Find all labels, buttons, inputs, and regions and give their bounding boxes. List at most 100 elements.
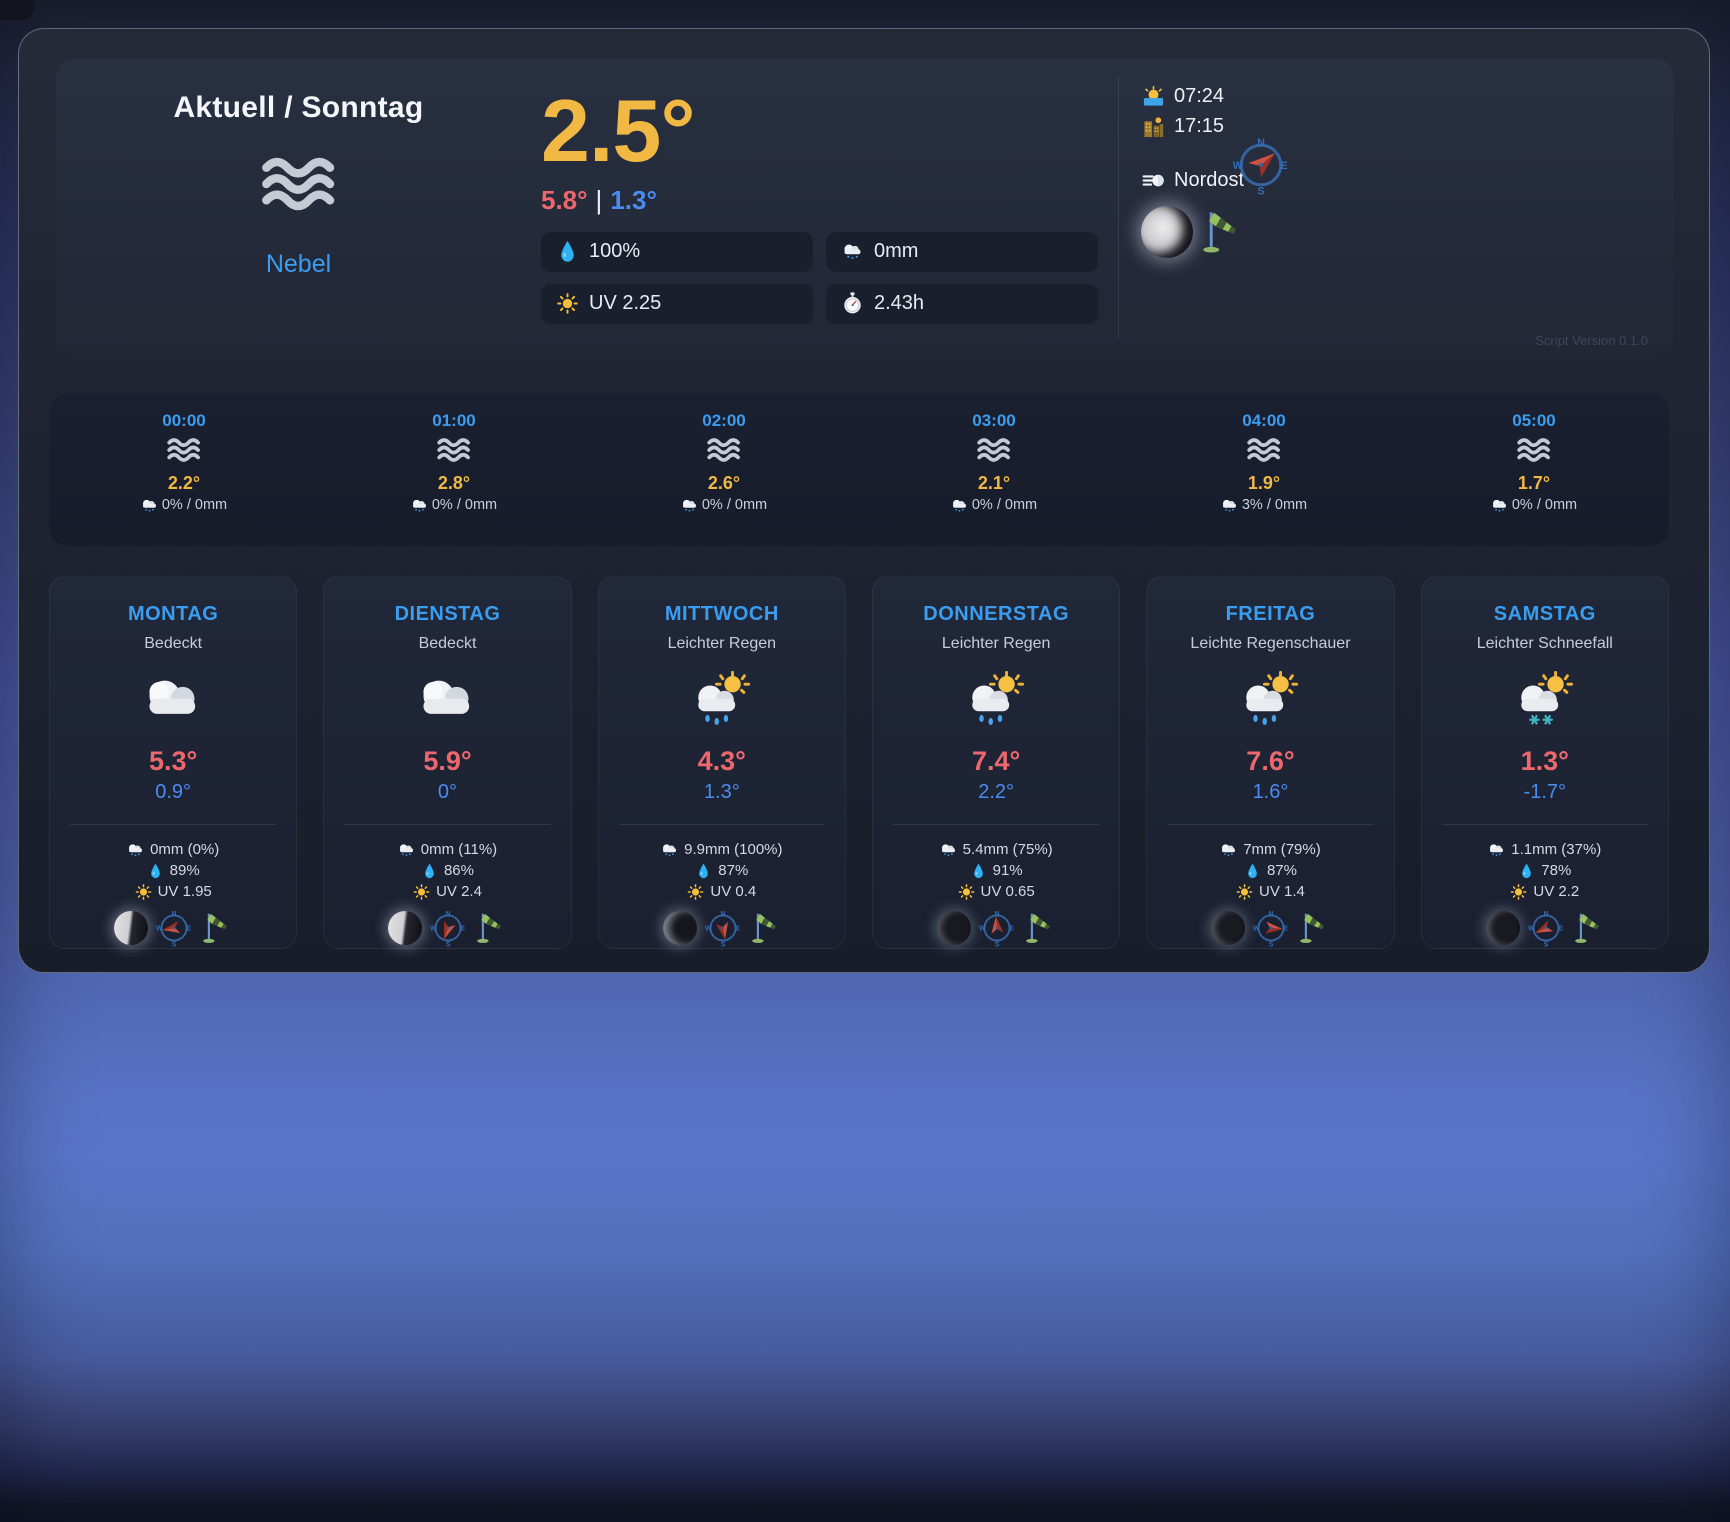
svg-text:N: N bbox=[995, 911, 1000, 918]
day-details: 1.1mm (37%) 78% UV 2.2 bbox=[1422, 839, 1668, 902]
day-condition: Bedeckt bbox=[418, 635, 477, 652]
astro-column: 07:24 17:15 Nordost N E S W bbox=[1119, 59, 1674, 356]
day-low-temperature: 1.3° bbox=[703, 781, 740, 803]
humidity-value: 100% bbox=[589, 240, 641, 263]
svg-text:W: W bbox=[705, 926, 712, 933]
wind-direction-label: Nordost bbox=[1174, 169, 1245, 191]
waning-crescent-moon-icon bbox=[662, 911, 697, 945]
hour-precipitation: 0% / 0mm bbox=[589, 497, 859, 513]
droplet-icon bbox=[695, 863, 712, 879]
svg-text:N: N bbox=[1257, 137, 1265, 149]
fog-icon bbox=[1244, 436, 1284, 464]
day-humidity-row: 87% bbox=[599, 860, 845, 881]
hourly-forecast-card: 00:00 2.2° 0% / 0mm 01:00 2.8° 0% / 0mm … bbox=[49, 393, 1669, 546]
day-forecast-card-montag: MONTAG Bedeckt 5.3° 0.9° 0mm (0%) 89% bbox=[49, 576, 298, 949]
day-astro-row: N E S W bbox=[873, 909, 1119, 947]
day-precipitation-row: 0mm (11%) bbox=[324, 839, 570, 860]
fog-icon bbox=[704, 436, 744, 464]
current-temp-column: 2.5° 5.8° | 1.3° 100% 0mm bbox=[541, 59, 1118, 356]
card-divider bbox=[618, 824, 825, 825]
uv-value: UV 2.25 bbox=[589, 292, 662, 315]
day-details: 7mm (79%) 87% UV 1.4 bbox=[1147, 839, 1393, 902]
rain-cloud-icon bbox=[1488, 842, 1505, 858]
svg-text:E: E bbox=[461, 926, 466, 933]
day-uv-value: UV 2.2 bbox=[1533, 883, 1580, 900]
day-uv-value: UV 1.95 bbox=[157, 883, 212, 900]
day-uv-value: UV 2.4 bbox=[436, 883, 482, 900]
fog-icon bbox=[255, 153, 343, 215]
day-condition: Leichter Regen bbox=[667, 635, 777, 652]
moon-phase-icon bbox=[1141, 206, 1193, 258]
current-weather-card: Aktuell / Sonntag Nebel 2.5° 5.8° | 1.3° 1… bbox=[56, 59, 1674, 356]
sun-rain-cloud-icon bbox=[1234, 671, 1306, 729]
svg-text:E: E bbox=[187, 926, 192, 933]
svg-text:W: W bbox=[1233, 160, 1244, 172]
windsock-icon bbox=[1023, 910, 1055, 946]
hour-precipitation-value: 0% / 0mm bbox=[431, 497, 498, 513]
day-humidity-row: 91% bbox=[873, 860, 1119, 881]
day-uv-value: UV 1.4 bbox=[1259, 883, 1305, 900]
day-humidity-value: 89% bbox=[169, 862, 200, 879]
sun-icon bbox=[687, 883, 704, 900]
hourly-column: 03:00 2.1° 0% / 0mm bbox=[859, 393, 1129, 546]
rain-cloud-icon bbox=[1221, 498, 1238, 513]
droplet-icon bbox=[147, 863, 164, 879]
day-precipitation-value: 0mm (0%) bbox=[150, 841, 220, 858]
sunset-icon bbox=[1142, 115, 1165, 138]
svg-text:S: S bbox=[995, 942, 1000, 947]
droplet-icon bbox=[1244, 863, 1261, 879]
new-moon-moon-icon bbox=[1211, 911, 1246, 945]
humidity-stat: 100% bbox=[541, 231, 813, 272]
rain-cloud-icon bbox=[951, 498, 968, 513]
last-quarter-moon-icon bbox=[114, 911, 149, 945]
svg-text:S: S bbox=[446, 942, 451, 947]
hour-label: 05:00 bbox=[1512, 411, 1556, 430]
last-quarter-moon-icon bbox=[388, 911, 423, 945]
svg-text:W: W bbox=[156, 926, 163, 933]
high-low-temperatures: 5.8° | 1.3° bbox=[541, 185, 1118, 216]
droplet-icon bbox=[970, 863, 987, 879]
weather-dashboard: Aktuell / Sonntag Nebel 2.5° 5.8° | 1.3° 1… bbox=[18, 28, 1710, 973]
rain-cloud-icon bbox=[398, 842, 415, 858]
sun-snow-cloud-icon bbox=[1509, 671, 1581, 729]
new-moon-moon-icon bbox=[937, 911, 972, 945]
hour-label: 01:00 bbox=[432, 411, 476, 430]
windsock-icon bbox=[749, 910, 781, 946]
day-name: DIENSTAG bbox=[394, 603, 501, 625]
day-forecast-card-samstag: SAMSTAG Leichter Schneefall 1.3° -1.7° 1… bbox=[1420, 576, 1669, 949]
day-uv-row: UV 1.4 bbox=[1147, 881, 1393, 902]
sunset-row: 17:15 bbox=[1142, 115, 1224, 138]
day-details: 9.9mm (100%) 87% UV 0.4 bbox=[599, 839, 845, 902]
windsock-icon bbox=[1199, 207, 1243, 257]
day-humidity-row: 89% bbox=[50, 860, 296, 881]
stopwatch-icon bbox=[842, 292, 863, 315]
windsock-icon bbox=[474, 910, 506, 946]
rain-cloud-icon bbox=[141, 498, 158, 513]
sunrise-row: 07:24 bbox=[1142, 85, 1224, 108]
day-uv-row: UV 0.65 bbox=[873, 881, 1119, 902]
hour-label: 04:00 bbox=[1242, 411, 1286, 430]
hour-precipitation: 0% / 0mm bbox=[859, 497, 1129, 513]
day-high-temperature: 7.6° bbox=[1246, 746, 1295, 776]
droplet-icon bbox=[421, 863, 438, 879]
day-name: FREITAG bbox=[1225, 603, 1316, 625]
sun-icon bbox=[958, 883, 975, 900]
compass-icon: N E S W bbox=[1527, 909, 1565, 947]
day-astro-row: N E S W bbox=[599, 909, 845, 947]
svg-text:W: W bbox=[979, 926, 986, 933]
fog-icon bbox=[434, 436, 474, 464]
day-details: 0mm (11%) 86% UV 2.4 bbox=[324, 839, 570, 902]
current-stats-grid: 100% 0mm UV 2.25 bbox=[541, 231, 1118, 324]
day-uv-row: UV 0.4 bbox=[599, 881, 845, 902]
hour-precipitation: 0% / 0mm bbox=[1399, 497, 1669, 513]
sunrise-icon bbox=[1142, 85, 1165, 108]
svg-text:S: S bbox=[172, 942, 177, 947]
sun-icon bbox=[413, 883, 430, 900]
day-low-temperature: 0.9° bbox=[155, 781, 192, 803]
header-divider bbox=[1118, 77, 1119, 338]
rain-cloud-icon bbox=[681, 498, 698, 513]
cloud-icon bbox=[137, 671, 209, 729]
compass-icon: N E S W bbox=[1231, 135, 1291, 195]
compass-icon: N E S W bbox=[1252, 909, 1290, 947]
compass-icon: N E S W bbox=[704, 909, 742, 947]
